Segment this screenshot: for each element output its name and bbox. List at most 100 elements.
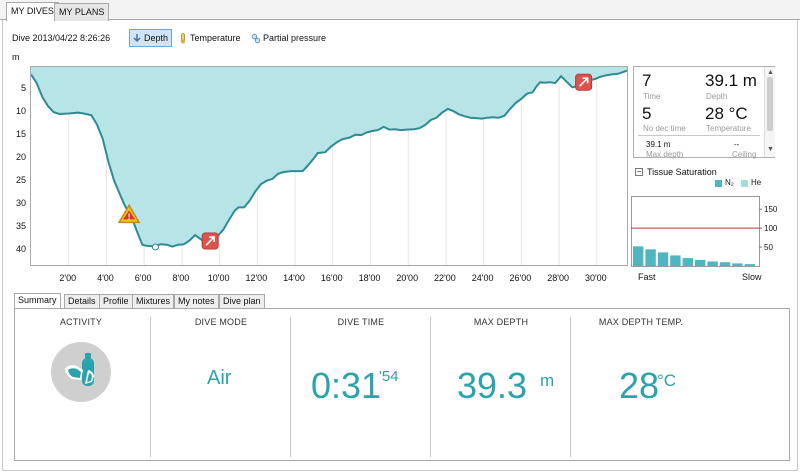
dive-time-heading: DIVE TIME [337,317,385,327]
tissue-title: Tissue Saturation [647,167,717,177]
dive-time-seconds: '54 [379,368,399,385]
x-tick-label: 18'00 [358,273,381,283]
x-tick-label: 26'00 [509,273,532,283]
legend-n2-label: N₂ [725,178,734,187]
depth-chart[interactable]: ! [30,66,628,266]
tissue-bar [744,264,755,266]
tab-profile[interactable]: Profile [99,294,133,309]
activity-heading: ACTIVITY [59,317,103,327]
tissue-bar [707,261,718,266]
legend-he-label: He [751,178,762,187]
max-depth-unit: m [540,371,555,390]
tab-mixtures[interactable]: Mixtures [132,294,175,309]
top-tab-bar: MY DIVES MY PLANS [0,0,800,21]
ascent-arrow [205,236,215,246]
x-tick-label: 10'00 [207,273,230,283]
tissue-y-tick-label: 50 [764,243,773,252]
y-tick-label: 40 [15,244,26,255]
thermometer-icon [178,32,188,44]
tab-dive-plan[interactable]: Dive plan [219,294,265,309]
partial-pressure-toggle-button[interactable]: Partial pressure [248,29,330,47]
depth-value: 39.1 m [705,71,757,90]
no-dec-time-label: No dec time [643,124,686,133]
max-depth-label: Max depth [646,150,684,159]
y-tick-label: 10 [15,106,26,117]
ascent-arrow [579,77,589,87]
divider [150,317,151,457]
x-tick-label: 4'00 [97,273,114,283]
tissue-bar [732,263,743,266]
x-tick-label: 8'00 [172,273,190,283]
dive-mode-value: Air [207,367,232,389]
max-depth-point [151,243,159,251]
info-scrollbar[interactable]: ▲ ▼ [764,67,775,157]
max-depth-heading: MAX DEPTH [473,317,529,327]
info-divider [638,135,760,136]
tab-my-notes[interactable]: My notes [174,294,219,309]
tab-summary[interactable]: Summary [14,293,61,309]
max-depth-value: 39.1 m [646,140,671,149]
temperature-toggle-label: Temperature [190,33,241,43]
dive-time-value: 0:31 [311,365,382,406]
depth-toggle-button[interactable]: Depth [129,29,173,47]
y-tick-label: 15 [15,129,26,140]
scroll-up-icon[interactable]: ▲ [767,69,774,76]
scroll-down-icon[interactable]: ▼ [767,146,774,153]
depth-area-fill [31,67,627,247]
x-tick-label: 24'00 [471,273,494,283]
depth-arrow-icon [132,33,142,44]
max-depth-temp-unit: °C [657,371,677,390]
depth-label: Depth [706,92,728,101]
time-value: 7 [642,71,652,90]
warning-mark: ! [128,212,131,221]
gas-bubbles-icon [251,33,261,44]
collapse-icon[interactable]: − [635,167,643,176]
x-tick-label: 6'00 [134,273,152,283]
x-tick-label: 28'00 [547,273,569,283]
scuba-activity-icon [51,342,111,402]
x-tick-label: 2'00 [59,273,77,283]
depth-chart-svg: ! [31,67,627,265]
legend-he-swatch [741,180,748,187]
ceiling-label: Ceiling [732,150,757,159]
no-dec-time-value: 5 [642,104,652,123]
y-tick-label: 5 [20,83,26,94]
max-depth-value: 39.3 [457,365,528,406]
time-label: Time [643,92,661,101]
main-panel [2,20,798,471]
y-tick-label: 25 [15,175,26,186]
tissue-bar [719,262,731,266]
ceiling-value: -- [734,140,740,149]
tissue-bar [633,246,644,266]
y-tick-label: 30 [15,198,26,209]
y-tick-label: 35 [15,221,26,232]
tissue-y-tick-label: 100 [764,224,778,233]
divider [570,317,571,457]
info-panel: 7 Time 39.1 m Depth 5 No dec time 28 °C … [633,66,775,159]
tab-details[interactable]: Details [64,294,100,309]
slow-label: Slow [742,272,762,282]
tissue-chart: 150 100 50 [631,196,778,267]
dive-title: Dive 2013/04/22 8:26:26 [12,33,111,43]
partial-pressure-toggle-label: Partial pressure [263,33,327,43]
x-tick-label: 14'00 [283,273,305,283]
tissue-bar [670,255,681,266]
temperature-toggle-button[interactable]: Temperature [175,29,245,47]
temperature-value: 28 °C [705,104,748,123]
x-tick-label: 30'00 [584,273,607,283]
x-tick-label: 12'00 [245,273,268,283]
dive-mode-heading: DIVE MODE [194,317,248,327]
tissue-bar [695,259,706,266]
tab-my-dives[interactable]: MY DIVES [6,2,59,21]
y-axis-unit: m [12,52,20,62]
tab-my-plans[interactable]: MY PLANS [54,3,110,21]
tissue-bar [645,249,656,266]
scrollbar-thumb[interactable] [767,77,773,131]
fast-label: Fast [638,272,656,282]
x-tick-label: 16'00 [320,273,343,283]
x-tick-label: 20'00 [396,273,419,283]
temperature-label: Temperature [706,124,751,133]
tissue-bar [682,258,693,266]
tissue-bar [657,252,669,266]
y-tick-label: 20 [15,152,26,163]
